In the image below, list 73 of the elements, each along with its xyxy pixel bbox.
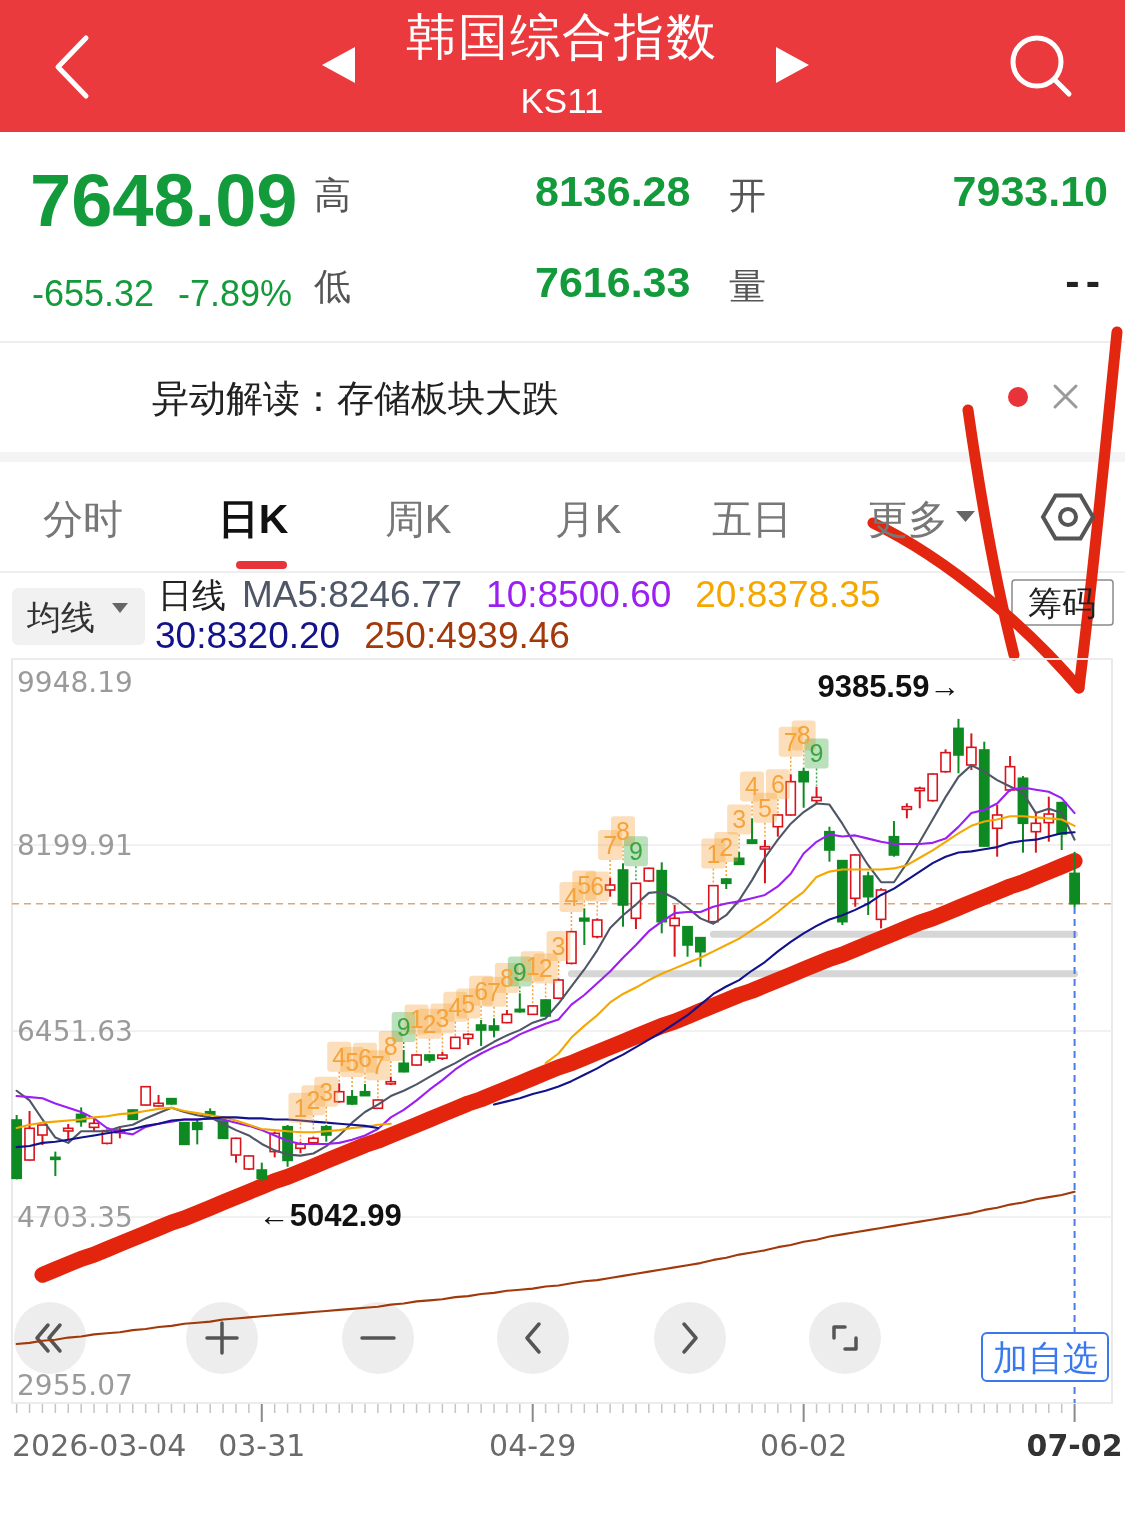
x-tick-label: 06-02 [760,1428,848,1463]
annotation: 1 [525,952,540,981]
text: 量 [729,266,766,307]
text: 250:4939.46 [364,615,570,656]
legend-title: 日线 [158,576,226,614]
annotation: 3 [551,932,566,961]
text: 30:8320.20 [155,615,341,656]
annotation: 8 [383,1032,398,1061]
annotation: 2 [719,833,734,862]
text: 月K [554,497,622,541]
annotation: 4 [745,772,760,801]
y-tick-label: 6451.63 [17,1015,133,1048]
y-tick-label: 4703.35 [17,1201,133,1234]
annotation: 2 [306,1086,321,1115]
annotation: 7 [603,830,618,859]
annotation: 9 [396,1012,411,1041]
text: 8136.28 [535,167,691,215]
text: 2026-03-04 [12,1428,187,1463]
text: 高 [314,175,351,216]
chart-title: 韩国综合指数 [406,9,718,65]
text: 异动解读：存储板块大跌 [152,378,559,419]
text: 20:8378.35 [695,574,881,615]
x-tick-label: 04-29 [489,1428,577,1463]
text: 周K [384,497,452,541]
text: -- [1065,257,1106,305]
text: 7616.33 [535,258,691,306]
annotation: 5 [345,1048,360,1077]
annotation: 9385.59→ [817,668,961,704]
annotation: 3 [435,1004,450,1033]
annotation: ←5042.99 [258,1197,402,1233]
annotation: 4 [332,1042,347,1071]
annotation: 6 [770,770,785,799]
annotation: 6 [358,1043,372,1072]
annotation: 9 [809,739,824,768]
text: 开 [729,175,766,216]
annotation: 8 [616,817,630,846]
text: 7648.09 [30,159,298,242]
annotation: 2 [422,1009,437,1038]
annotation: 2 [538,954,553,983]
text: 均线 [26,598,95,636]
annotation: 9 [628,837,643,866]
x-tick-label: 03-31 [218,1428,306,1463]
text: 五日 [712,497,792,541]
annotation: 7 [370,1051,385,1080]
annotation: 加自选 [992,1338,1098,1377]
text: 分时 [43,497,123,541]
text: 10:8500.60 [486,574,672,615]
text: 日K [217,496,289,542]
annotation: 6 [590,872,605,901]
x-tick-label: 07-02 [1026,1428,1123,1463]
annotation: 3 [319,1077,334,1106]
annotation: 1 [293,1093,308,1122]
annotation: 7 [487,977,501,1006]
annotation: 1 [706,839,721,868]
annotation: 5 [577,871,592,900]
text: 7933.10 [952,167,1108,215]
annotation: 6 [474,976,489,1005]
text: 低 [314,266,351,307]
text: -655.32 [32,273,155,314]
y-tick-label: 9948.19 [17,666,133,699]
annotation: 4 [448,992,463,1021]
annotation: 7 [783,727,798,756]
annotation: 8 [796,721,811,750]
y-tick-label: 8199.91 [17,829,133,862]
annotation: 9 [512,957,527,986]
annotation: 1 [409,1005,424,1034]
annotation: 5 [461,989,476,1018]
chart-subtitle: KS11 [520,81,604,120]
annotation: 3 [732,805,747,834]
text: -7.89% [178,273,293,314]
text: MA5:8246.77 [242,574,463,615]
y-tick-label: 2955.07 [17,1369,133,1402]
annotation: 5 [757,793,772,822]
